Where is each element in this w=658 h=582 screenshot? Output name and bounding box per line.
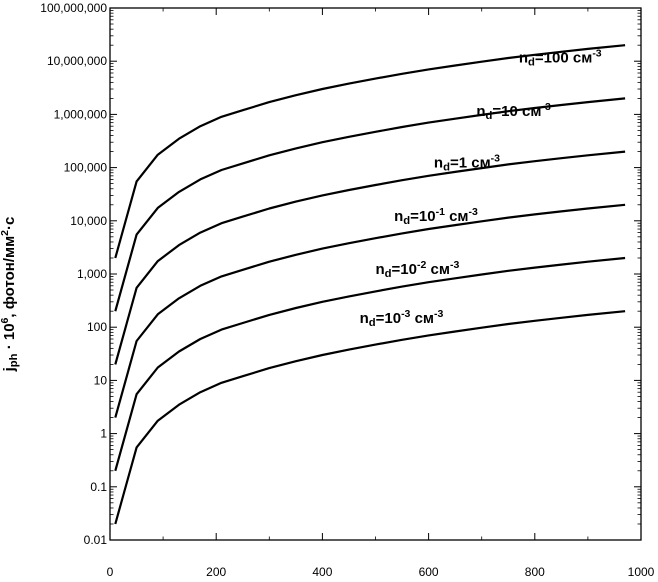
label-part: -3 <box>491 153 500 165</box>
series-label: nd=100 см-3 <box>519 47 602 68</box>
label-part: см <box>410 310 434 327</box>
series-line <box>114 97 626 312</box>
label-part: см <box>426 261 450 278</box>
y-tick-label: 10 <box>94 373 108 387</box>
series-label: nd=10-1 см-3 <box>394 206 478 227</box>
series-line <box>114 310 626 525</box>
label-part: d <box>528 56 535 68</box>
label-part: n <box>476 103 485 120</box>
series-line <box>114 256 626 472</box>
label-part: =100 см <box>535 49 592 66</box>
label-part: 2 <box>0 230 11 236</box>
label-part: n <box>434 155 443 172</box>
label-part: =10 <box>410 208 435 225</box>
y-tick-label: 10,000,000 <box>47 54 107 68</box>
label-part: d <box>443 162 450 174</box>
y-axis-label: jph · 106, фотон/мм2·с <box>0 217 20 373</box>
label-part: -3 <box>541 101 550 113</box>
x-tick-label: 1000 <box>628 565 655 579</box>
y-tick-label: 100,000,000 <box>40 1 107 15</box>
label-part: n <box>519 49 528 66</box>
series-line <box>114 150 626 365</box>
label-part: n <box>376 261 385 278</box>
label-part: d <box>486 110 493 122</box>
label-part: n <box>394 208 403 225</box>
series-line <box>114 203 626 418</box>
y-tick-label: 100 <box>87 320 107 334</box>
series-label: nd=10-2 см-3 <box>376 259 460 280</box>
label-part: 6 <box>0 317 11 323</box>
y-tick-label: 10,000 <box>70 214 107 228</box>
x-tick-label: 200 <box>206 565 226 579</box>
series-label: nd=10-3 см-3 <box>360 308 444 329</box>
label-part: -3 <box>434 308 443 320</box>
label-part: =10 <box>392 261 417 278</box>
y-tick-label: 1,000,000 <box>54 107 108 121</box>
label-part: -1 <box>436 206 445 218</box>
label-part: -3 <box>469 206 478 218</box>
label-part: =10 <box>376 310 401 327</box>
y-tick-label: 1 <box>100 427 107 441</box>
label-part: d <box>369 317 376 329</box>
label-part: =1 см <box>450 155 491 172</box>
label-part: -3 <box>450 259 459 271</box>
series-labels: nd=100 см-3nd=10 см-3nd=1 см-3nd=10-1 см… <box>360 47 602 329</box>
label-part: см <box>445 208 469 225</box>
y-axis-title: jph · 106, фотон/мм2·с <box>0 217 20 373</box>
y-tick-label: 0.1 <box>90 480 107 494</box>
series-line <box>114 44 626 259</box>
label-part: d <box>403 215 410 227</box>
label-part: -3 <box>401 308 410 320</box>
x-tick-label: 400 <box>312 565 332 579</box>
x-tick-label: 600 <box>419 565 439 579</box>
y-tick-label: 100,000 <box>64 161 108 175</box>
label-part: ph <box>8 353 20 367</box>
label-part: · 10 <box>1 323 18 353</box>
y-tick-label: 0.01 <box>84 533 108 547</box>
label-part: j <box>1 367 18 372</box>
label-part: , фотон/мм <box>1 236 18 318</box>
label-part: -2 <box>417 259 426 271</box>
series-label: nd=1 см-3 <box>434 153 500 174</box>
series-lines <box>114 44 626 525</box>
label-part: d <box>385 268 392 280</box>
label-part: =10 см <box>492 103 541 120</box>
x-tick-label: 0 <box>107 565 114 579</box>
y-tick-label: 1,000 <box>77 267 107 281</box>
x-tick-label: 800 <box>525 565 545 579</box>
axes: 0.01 0.1 1 10 100 1,000 10,000 100,000 1,000,000… <box>40 1 654 579</box>
label-part: -3 <box>592 47 601 59</box>
label-part: ·с <box>1 217 18 230</box>
label-part: n <box>360 310 369 327</box>
series-label: nd=10 см-3 <box>476 101 551 122</box>
